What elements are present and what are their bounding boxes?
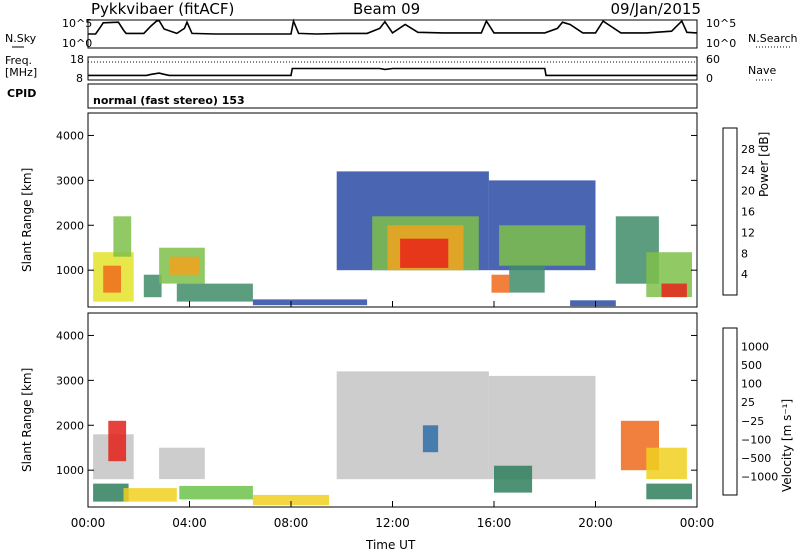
- velocity-y-tick-label: 2000: [56, 419, 84, 432]
- velocity-echo-region: [488, 375, 596, 480]
- velocity-echo-region: [646, 483, 692, 500]
- velocity-echo-region: [422, 425, 439, 453]
- freq-tick-high: 18: [70, 53, 84, 66]
- power-colorbar-tick-label: 20: [741, 185, 755, 198]
- velocity-echo-region: [252, 494, 329, 506]
- power-colorbar-tick-label: 12: [741, 226, 755, 239]
- nsearch-label: N.Search: [748, 32, 798, 45]
- nave-tick-low: 0: [706, 72, 713, 85]
- velocity-echo-region: [159, 447, 205, 480]
- velocity-echo-region: [108, 420, 127, 462]
- power-echo-region: [143, 274, 162, 298]
- freq-series-line: [88, 67, 697, 77]
- power-colorbar-frame: [722, 127, 738, 296]
- x-tick-label: 08:00: [274, 516, 309, 530]
- nsky-series-line: [88, 18, 698, 35]
- power-colorbar-tick-label: 24: [741, 164, 755, 177]
- velocity-y-tick-label: 4000: [56, 329, 84, 342]
- velocity-colorbar-tick-label: 500: [741, 359, 762, 372]
- power-echo-region: [400, 238, 449, 268]
- power-echo-region: [169, 256, 200, 275]
- velocity-colorbar-tick-label: 1000: [741, 341, 769, 354]
- freq-label: Freq.: [5, 54, 33, 67]
- velocity-y-tick-label: 1000: [56, 464, 84, 477]
- power-y-tick-label: 1000: [56, 264, 84, 277]
- x-axis-label: Time UT: [366, 538, 416, 552]
- x-tick-label: 00:00: [71, 516, 106, 530]
- power-colorbar-tick-label: 16: [741, 206, 755, 219]
- power-echo-region: [103, 265, 121, 293]
- velocity-colorbar-tick-label: −500: [741, 452, 771, 465]
- nsearch-tick-high: 10^5: [706, 17, 737, 30]
- x-tick-label: 16:00: [477, 516, 512, 530]
- freq-tick-low: 8: [76, 72, 83, 85]
- power-echo-region: [661, 283, 687, 298]
- power-echo-region: [509, 265, 545, 293]
- velocity-echo-region: [646, 447, 687, 480]
- velocity-colorbar-tick-label: −25: [741, 415, 764, 428]
- velocity-colorbar-tick-label: 25: [741, 396, 755, 409]
- x-tick-label: 04:00: [172, 516, 207, 530]
- velocity-colorbar-tick-label: −100: [741, 433, 771, 446]
- freq-unit: [MHz]: [5, 66, 38, 79]
- power-y-tick-label: 2000: [56, 219, 84, 232]
- nave-tick-high: 60: [706, 53, 720, 66]
- date-title: 09/Jan/2015: [610, 0, 702, 18]
- nsky-tick-low: 10^0: [62, 37, 93, 50]
- x-tick-label: 12:00: [375, 516, 410, 530]
- nsearch-tick-low: 10^0: [706, 37, 737, 50]
- velocity-y-tick-label: 3000: [56, 374, 84, 387]
- power-echo-region: [252, 299, 368, 306]
- power-echo-region: [499, 225, 586, 266]
- velocity-echo-region: [336, 371, 489, 480]
- power-colorbar-tick-label: 28: [741, 143, 755, 156]
- power-echo-region: [491, 274, 510, 293]
- cpid-panel-frame: [87, 83, 698, 109]
- power-echo-region: [176, 283, 253, 302]
- power-y-tick-label: 3000: [56, 174, 84, 187]
- velocity-echo-region: [93, 483, 129, 502]
- power-y-tick-label: 4000: [56, 129, 84, 142]
- velocity-echo-region: [494, 465, 533, 493]
- cpid-text: normal (fast stereo) 153: [93, 94, 245, 107]
- station-title: Pykkvibaer (fitACF): [91, 0, 235, 18]
- velocity-colorbar-tick-label: −1000: [741, 470, 778, 483]
- nsky-panel-frame: [87, 19, 698, 49]
- velocity-colorbar-tick-label: 100: [741, 378, 762, 391]
- x-tick-label: 00:00: [680, 516, 715, 530]
- velocity-echo-region: [179, 485, 253, 500]
- velocity-echo-region: [123, 488, 177, 502]
- velocity-colorbar-frame: [722, 327, 738, 496]
- power-colorbar-tick-label: 4: [741, 268, 748, 281]
- x-tick-label: 20:00: [578, 516, 613, 530]
- nsky-tick-high: 10^5: [62, 17, 93, 30]
- beam-title: Beam 09: [353, 0, 421, 18]
- cpid-label: CPID: [7, 87, 37, 100]
- freq-panel-frame: [87, 56, 698, 81]
- nave-label: Nave: [748, 64, 777, 77]
- power-echo-region: [570, 300, 616, 307]
- power-echo-region: [113, 216, 132, 257]
- power-colorbar-tick-label: 8: [741, 247, 748, 260]
- nsky-label: N.Sky: [5, 32, 37, 45]
